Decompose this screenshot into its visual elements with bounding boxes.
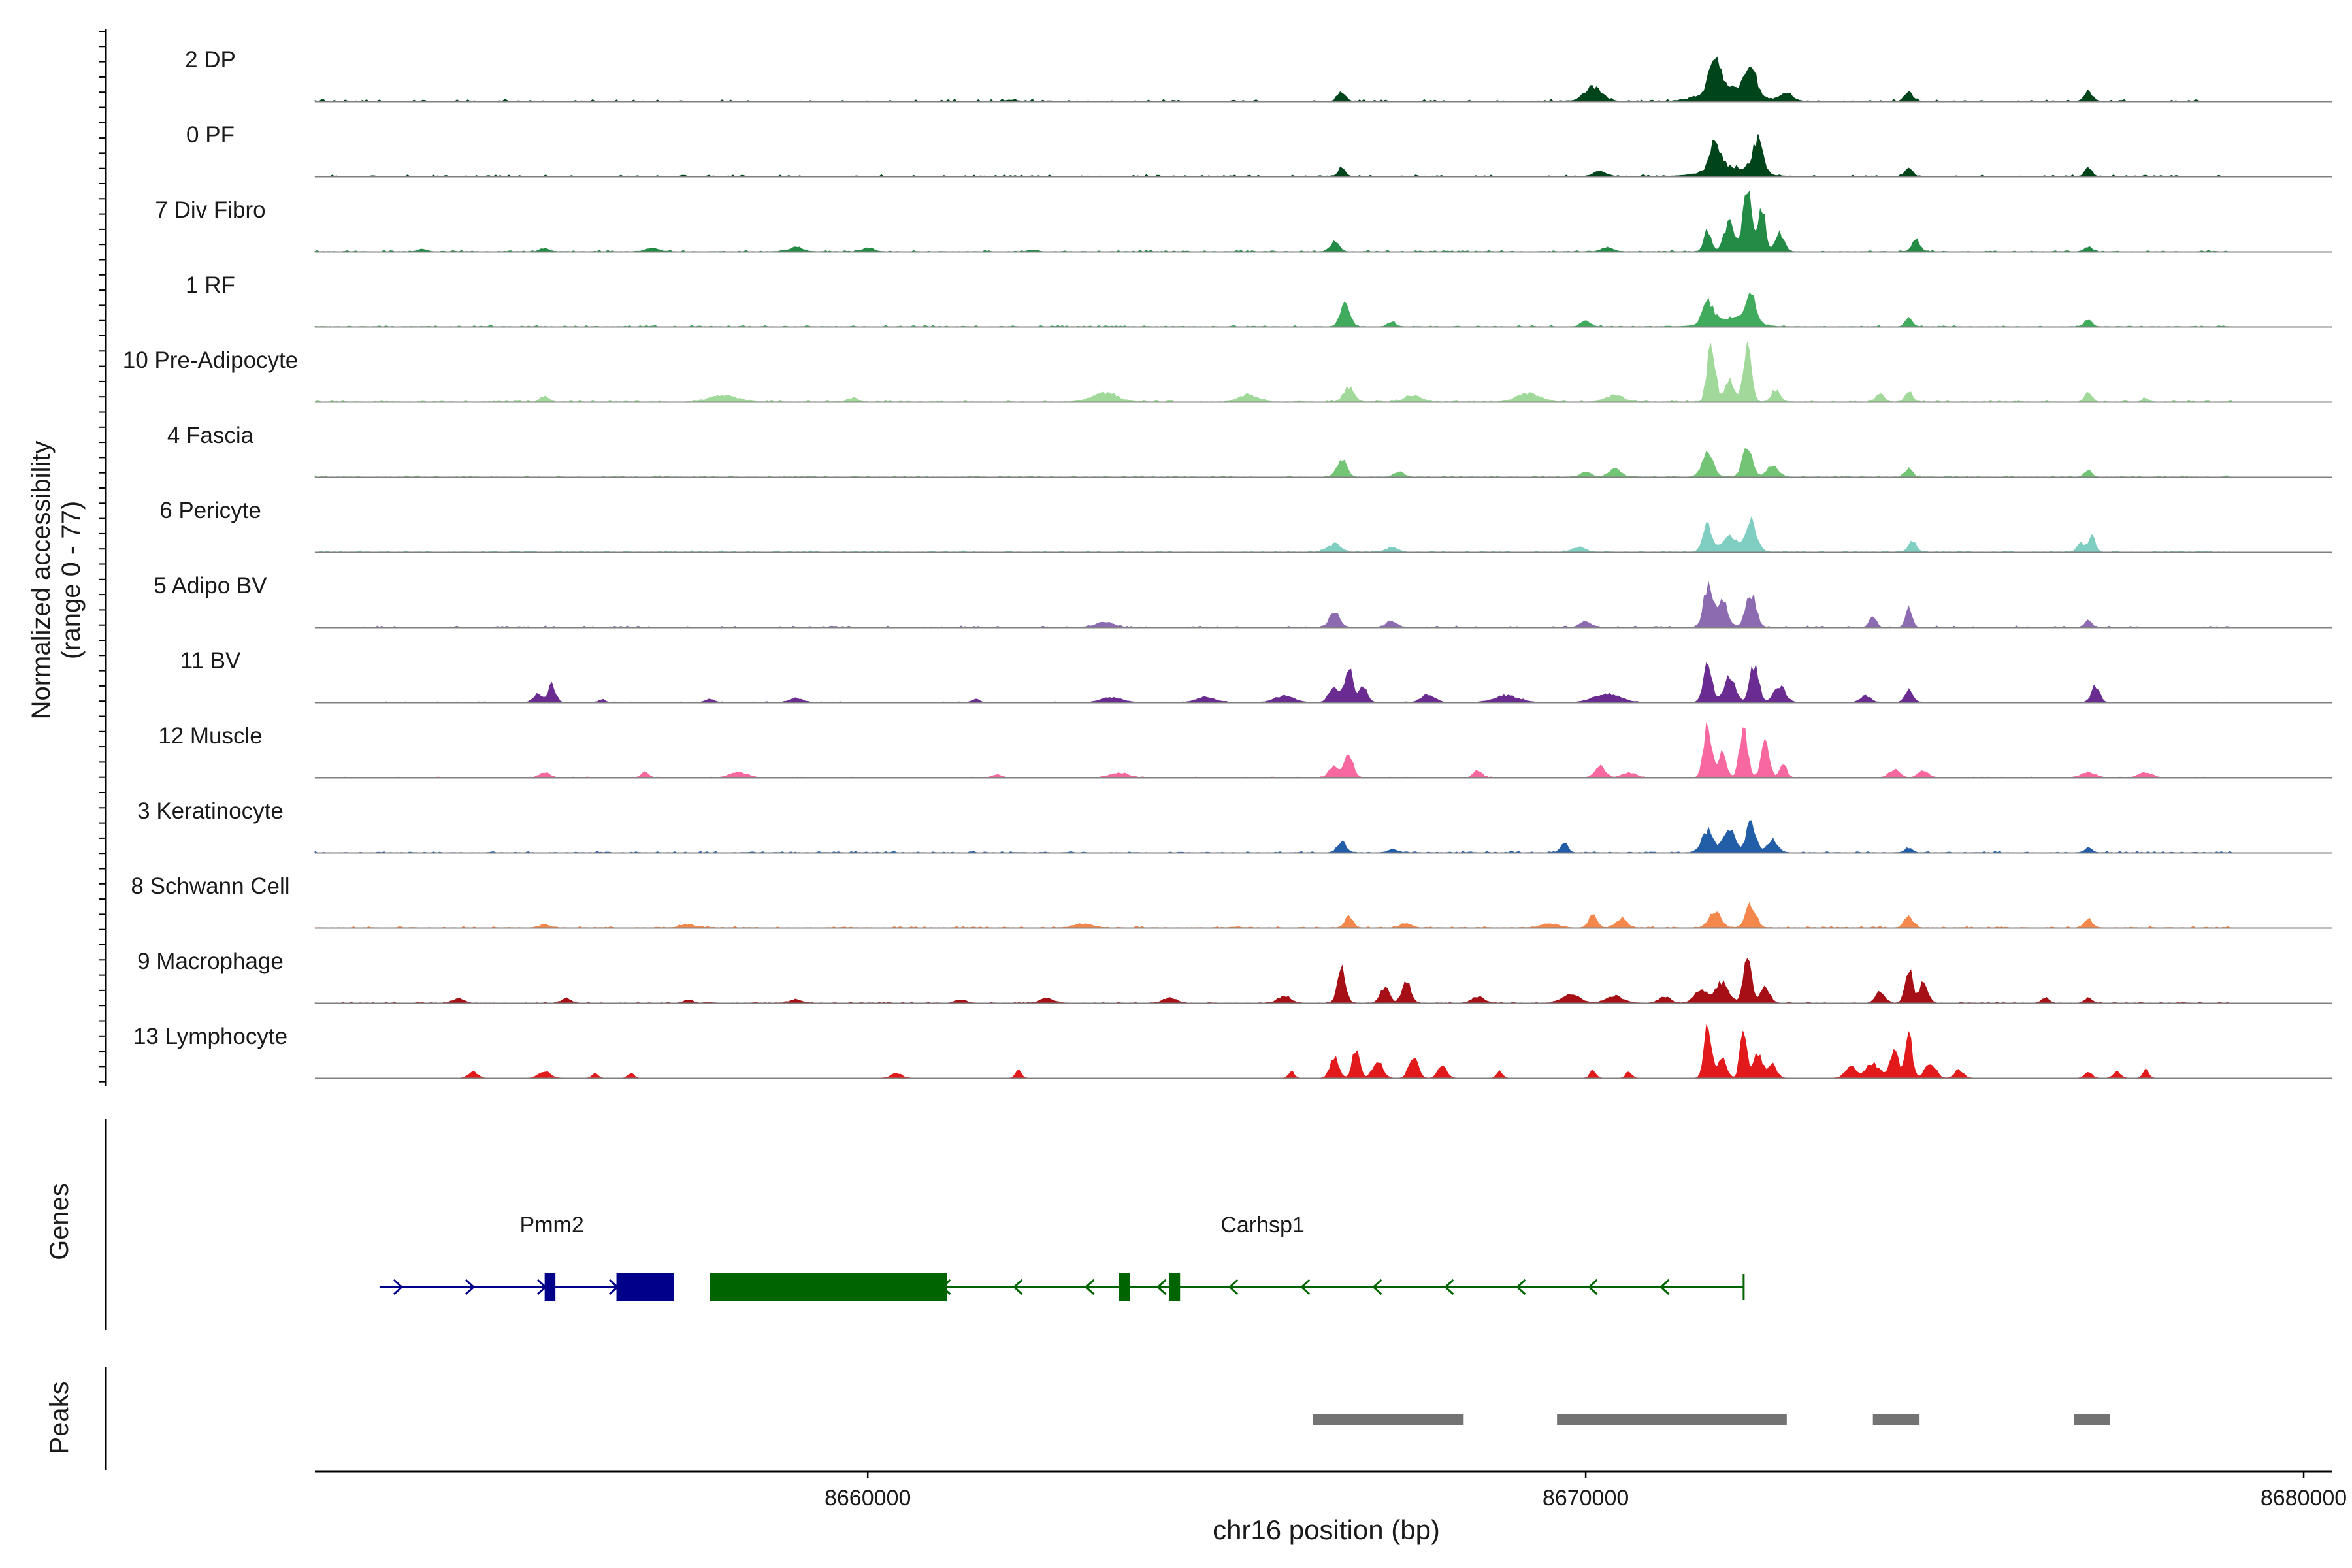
track-13-lymphocyte <box>315 1024 2332 1079</box>
gene-label: Carhsp1 <box>1220 1213 1305 1237</box>
track-label: 11 BV <box>180 648 241 674</box>
exon <box>710 1273 947 1301</box>
exon <box>1119 1273 1130 1301</box>
track-7-div-fibro <box>314 190 2332 253</box>
track-12-muscle <box>314 722 2332 779</box>
exon <box>1169 1273 1181 1301</box>
strand-arrow <box>1372 1279 1382 1296</box>
track-10-pre-adipocyte <box>314 341 2332 403</box>
strand-arrow <box>1085 1279 1095 1296</box>
y-axis-label-line2: (range 0 - 77) <box>57 501 86 659</box>
strand-arrow <box>1228 1279 1239 1296</box>
strand-arrow <box>1444 1279 1454 1296</box>
track-label: 8 Schwann Cell <box>131 874 289 899</box>
y-axis-label-line1: Normalized accessibility <box>27 441 56 720</box>
track-label: 10 Pre-Adipocyte <box>123 348 298 373</box>
track-label: 12 Muscle <box>158 723 263 749</box>
x-tick-label: 8670000 <box>1543 1486 1629 1511</box>
strand-arrow <box>1516 1279 1526 1296</box>
peaks-panel-label: Peaks <box>45 1381 74 1454</box>
peak-region <box>1313 1414 1464 1425</box>
exon <box>544 1273 556 1301</box>
track-2-dp <box>314 56 2332 103</box>
track-label: 4 Fascia <box>167 423 254 448</box>
y-axis: Normalized accessibility (range 0 - 77) <box>27 29 107 1086</box>
strand-arrow <box>393 1279 404 1296</box>
track-label: 9 Macrophage <box>137 949 284 974</box>
coverage-tracks <box>314 56 2332 1079</box>
strand-arrow <box>1013 1279 1023 1296</box>
track-3-keratinocyte <box>314 820 2332 854</box>
gene-pmm2: Pmm2 <box>379 1213 674 1301</box>
track-label: 5 Adipo BV <box>154 573 267 598</box>
peaks-panel: Peaks <box>45 1367 2110 1470</box>
x-axis: chr16 position (bp) 8660000 8670000 868000… <box>315 1470 2347 1545</box>
track-label: 1 RF <box>186 272 235 298</box>
peak-region <box>1557 1414 1787 1425</box>
track-1-rf <box>314 292 2332 328</box>
strand-arrow <box>1300 1279 1311 1296</box>
track-9-macrophage <box>314 958 2332 1004</box>
track-0-pf <box>314 134 2332 178</box>
gene-carhsp1: Carhsp1 <box>710 1213 1745 1301</box>
strand-arrow <box>1588 1279 1598 1296</box>
genes-panel-label: Genes <box>45 1183 74 1260</box>
track-label: 3 Keratinocyte <box>137 798 284 824</box>
peak-region <box>1872 1414 1920 1425</box>
track-4-fascia <box>314 448 2332 478</box>
x-tick-label: 8680000 <box>2261 1486 2347 1511</box>
gene-label: Pmm2 <box>520 1213 584 1237</box>
x-tick-label: 8660000 <box>825 1486 911 1511</box>
track-label: 2 DP <box>185 47 236 73</box>
track-8-schwann-cell <box>314 902 2332 929</box>
track-labels: 2 DP 0 PF 7 Div Fibro 1 RF 10 Pre-Adipocyte 4… <box>123 47 298 1049</box>
track-11-bv <box>314 662 2332 704</box>
genes-panel: Genes Pmm2 Carhsp1 <box>45 1119 1745 1330</box>
track-6-pericyte <box>314 515 2332 553</box>
track-label: 7 Div Fibro <box>155 197 265 223</box>
x-axis-label: chr16 position (bp) <box>1213 1514 1440 1545</box>
peak-region <box>2074 1414 2110 1425</box>
exon <box>616 1273 674 1301</box>
track-label: 13 Lymphocyte <box>133 1024 287 1049</box>
track-5-adipo-bv <box>314 581 2332 629</box>
strand-arrow <box>465 1279 476 1296</box>
strand-arrow <box>1659 1279 1670 1296</box>
track-label: 6 Pericyte <box>159 498 261 523</box>
track-label: 0 PF <box>186 122 235 148</box>
strand-arrow <box>1156 1279 1167 1296</box>
